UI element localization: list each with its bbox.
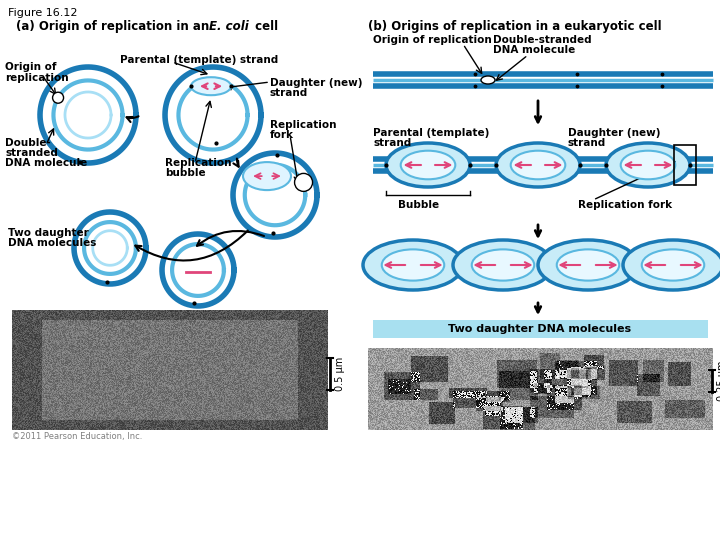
Ellipse shape bbox=[510, 151, 565, 179]
Ellipse shape bbox=[401, 151, 455, 179]
Ellipse shape bbox=[496, 143, 580, 187]
Text: Two daughter DNA molecules: Two daughter DNA molecules bbox=[449, 324, 631, 334]
Text: bubble: bubble bbox=[165, 168, 206, 178]
Text: E. coli: E. coli bbox=[209, 20, 248, 33]
Ellipse shape bbox=[538, 240, 638, 290]
Text: Double-stranded: Double-stranded bbox=[493, 35, 592, 45]
Text: 0.25 μm: 0.25 μm bbox=[717, 361, 720, 401]
Text: fork: fork bbox=[270, 130, 294, 140]
Text: Daughter (new): Daughter (new) bbox=[568, 128, 660, 138]
Text: Parental (template) strand: Parental (template) strand bbox=[120, 55, 278, 65]
Ellipse shape bbox=[363, 240, 463, 290]
Bar bbox=[373, 320, 708, 338]
Text: strand: strand bbox=[270, 88, 308, 98]
Circle shape bbox=[53, 92, 63, 103]
Text: DNA molecules: DNA molecules bbox=[8, 238, 96, 248]
Text: (a) Origin of replication in an: (a) Origin of replication in an bbox=[16, 20, 213, 33]
Text: strand: strand bbox=[568, 138, 606, 148]
Text: DNA molecule: DNA molecule bbox=[5, 158, 87, 168]
Text: cell: cell bbox=[251, 20, 278, 33]
Text: ©2011 Pearson Education, Inc.: ©2011 Pearson Education, Inc. bbox=[12, 432, 143, 441]
Ellipse shape bbox=[621, 151, 675, 179]
Ellipse shape bbox=[472, 249, 534, 281]
Ellipse shape bbox=[243, 162, 291, 190]
Text: Figure 16.12: Figure 16.12 bbox=[8, 8, 78, 18]
Text: stranded: stranded bbox=[5, 148, 58, 158]
Ellipse shape bbox=[386, 143, 470, 187]
Text: Replication: Replication bbox=[165, 158, 232, 168]
Text: Parental (template): Parental (template) bbox=[373, 128, 490, 138]
Ellipse shape bbox=[623, 240, 720, 290]
Circle shape bbox=[294, 173, 312, 191]
Ellipse shape bbox=[382, 249, 444, 281]
Text: replication: replication bbox=[5, 73, 68, 83]
Ellipse shape bbox=[191, 77, 231, 95]
Text: Bubble: Bubble bbox=[398, 200, 439, 210]
Text: DNA molecule: DNA molecule bbox=[493, 45, 575, 55]
Ellipse shape bbox=[606, 143, 690, 187]
Text: Double-: Double- bbox=[5, 138, 50, 148]
Text: Origin of replication: Origin of replication bbox=[373, 35, 492, 45]
Text: strand: strand bbox=[373, 138, 411, 148]
Text: 0.5 μm: 0.5 μm bbox=[335, 357, 345, 391]
Text: Daughter (new): Daughter (new) bbox=[270, 78, 362, 88]
Ellipse shape bbox=[453, 240, 553, 290]
Ellipse shape bbox=[557, 249, 619, 281]
Text: (b) Origins of replication in a eukaryotic cell: (b) Origins of replication in a eukaryot… bbox=[368, 20, 662, 33]
Ellipse shape bbox=[642, 249, 704, 281]
Bar bbox=[674, 145, 696, 185]
Text: Replication: Replication bbox=[270, 120, 336, 130]
Text: Origin of: Origin of bbox=[5, 62, 56, 72]
Text: Two daughter: Two daughter bbox=[8, 228, 89, 238]
Text: Replication fork: Replication fork bbox=[578, 200, 672, 210]
Ellipse shape bbox=[481, 76, 495, 84]
